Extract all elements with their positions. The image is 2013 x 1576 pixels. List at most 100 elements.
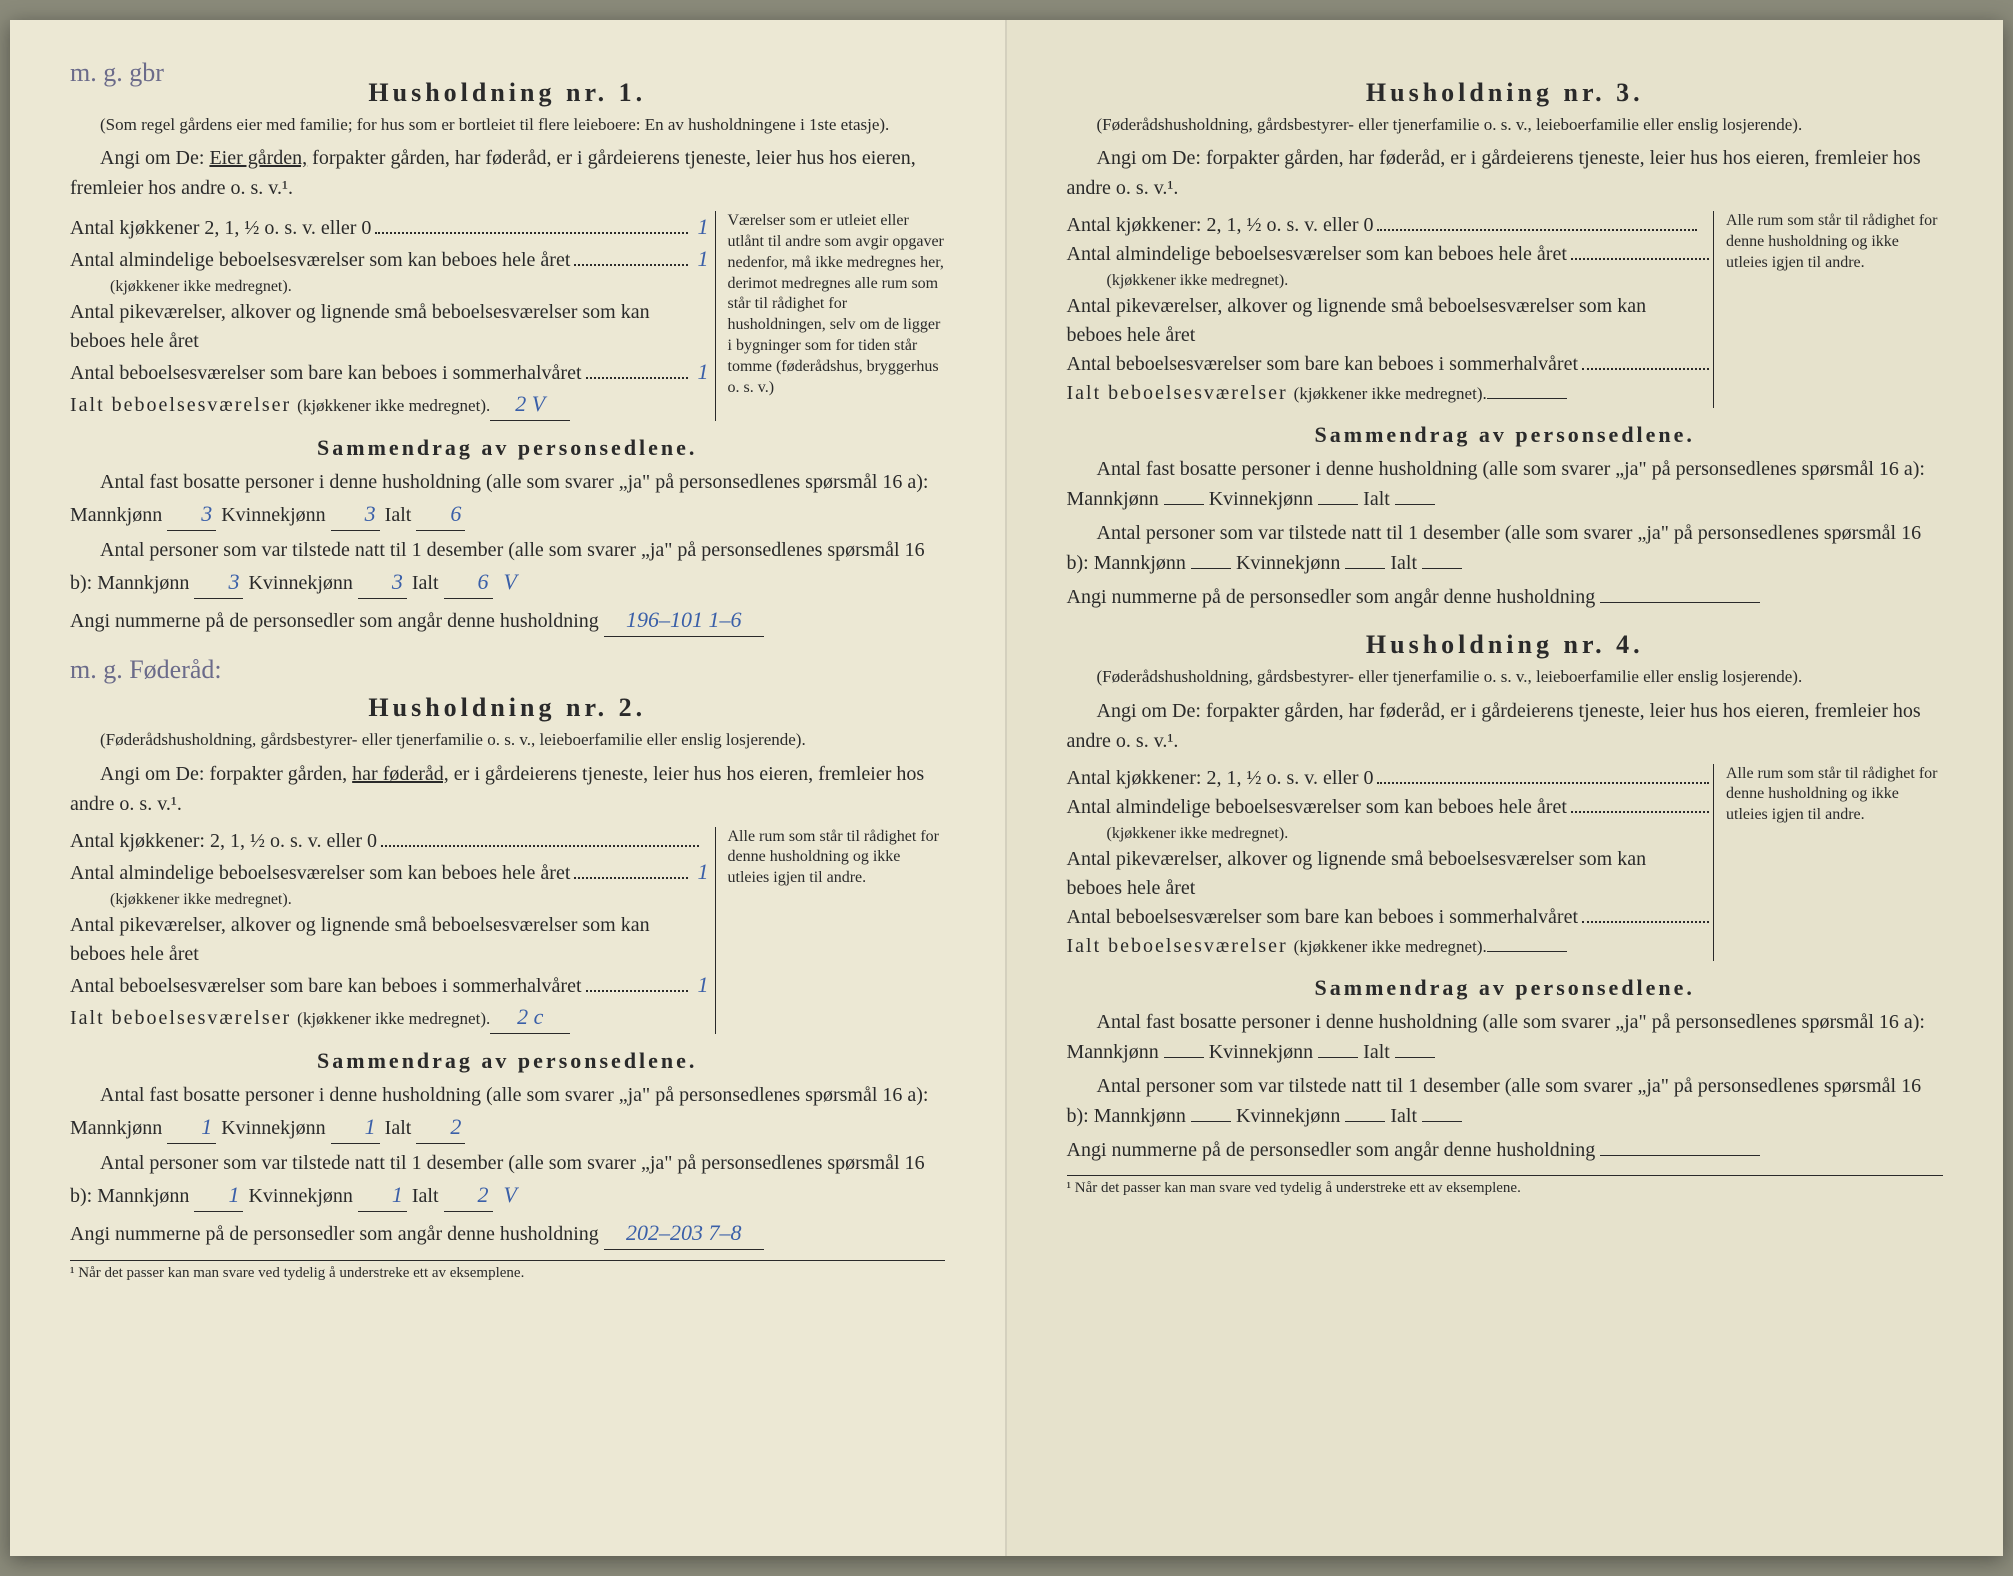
row-total: Ialt beboelsesværelser (kjøkkener ikke m… (70, 1001, 715, 1034)
paren: (kjøkkener ikke medregnet). (297, 394, 490, 419)
row-kitchens: Antal kjøkkener: 2, 1, ½ o. s. v. eller … (1067, 211, 1714, 240)
dots (1571, 793, 1709, 813)
nummer-value: 196–101 1–6 (604, 603, 764, 637)
row-maids: Antal pikeværelser, alkover og lignende … (1067, 845, 1714, 903)
mann-val (1191, 568, 1231, 569)
nummer-value (1600, 602, 1760, 603)
household-3: Husholdning nr. 3. (Føderådshusholdning,… (1067, 78, 1944, 612)
label: Antal beboelsesværelser som bare kan beb… (1067, 350, 1579, 379)
row-maids: Antal pikeværelser, alkover og lignende … (70, 298, 715, 356)
row-ordinary: Antal almindelige beboelsesværelser som … (70, 243, 715, 298)
mann-val: 3 (194, 565, 243, 599)
angi-prefix: Angi om De: (100, 763, 204, 785)
ialt-val (1395, 504, 1435, 505)
document-spread: m. g. gbr Husholdning nr. 1. (Som regel … (10, 20, 2003, 1556)
s16a-line: Antal fast bosatte personer i denne hush… (1067, 1007, 1944, 1067)
angi-prefix: Angi om De: (100, 147, 204, 169)
s16a-text: Antal fast bosatte personer i denne hush… (1097, 1011, 1926, 1033)
ialt-label: Ialt (385, 1117, 412, 1139)
pencil-annotation-2: m. g. Føderåd: (70, 655, 222, 684)
nummer-label: Angi nummerne på de personsedler som ang… (70, 610, 599, 632)
sublabel: (kjøkkener ikke medregnet). (70, 275, 715, 298)
mann-label: Mannkjønn (1094, 1105, 1186, 1127)
household-1: m. g. gbr Husholdning nr. 1. (Som regel … (70, 78, 945, 637)
pencil-annotation-1: m. g. gbr (70, 58, 164, 88)
household-2-rooms-block: Antal kjøkkener: 2, 1, ½ o. s. v. eller … (70, 827, 945, 1034)
summary-title-3: Sammendrag av personsedlene. (1067, 422, 1944, 448)
mann-val (1164, 1057, 1204, 1058)
label: Antal almindelige beboelsesværelser som … (70, 859, 570, 888)
value: 1 (692, 243, 715, 275)
side-note-2: Alle rum som står til rådighet for denne… (715, 827, 945, 1034)
side-note-4: Alle rum som står til rådighet for denne… (1713, 764, 1943, 961)
s16a-text: Antal fast bosatte personer i denne hush… (100, 471, 929, 493)
mann-label: Mannkjønn (1067, 1041, 1159, 1063)
summary-title-4: Sammendrag av personsedlene. (1067, 975, 1944, 1001)
label: Ialt beboelsesværelser (70, 1004, 291, 1033)
mann-val: 1 (167, 1110, 216, 1144)
ialt-label: Ialt (1390, 1105, 1417, 1127)
kvinne-label: Kvinnekjønn (1209, 488, 1313, 510)
mann-val (1191, 1121, 1231, 1122)
row-total: Ialt beboelsesværelser (kjøkkener ikke m… (1067, 379, 1714, 408)
summary-title-2: Sammendrag av personsedlene. (70, 1048, 945, 1074)
nummer-label: Angi nummerne på de personsedler som ang… (70, 1223, 599, 1245)
ialt-val (1395, 1057, 1435, 1058)
kvinne-label: Kvinnekjønn (248, 572, 352, 594)
row-ordinary: Antal almindelige beboelsesværelser som … (1067, 240, 1714, 292)
label: Antal beboelsesværelser som bare kan beb… (70, 972, 582, 1001)
label: Antal kjøkkener: 2, 1, ½ o. s. v. eller … (1067, 764, 1374, 793)
nummer-line-4: Angi nummerne på de personsedler som ang… (1067, 1135, 1944, 1165)
label: Antal kjøkkener: 2, 1, ½ o. s. v. eller … (70, 827, 377, 856)
ialt-val: 2 (416, 1110, 465, 1144)
kvinne-val: 3 (358, 565, 407, 599)
s16b-line: Antal personer som var tilstede natt til… (70, 535, 945, 599)
sublabel: (kjøkkener ikke medregnet). (1067, 822, 1714, 845)
s16a-line: Antal fast bosatte personer i denne hush… (70, 1080, 945, 1144)
ialt-val: 6 (416, 497, 465, 531)
value (1487, 398, 1567, 399)
value: 1 (692, 969, 715, 1001)
row-total: Ialt beboelsesværelser (kjøkkener ikke m… (70, 388, 715, 421)
label: Ialt beboelsesværelser (1067, 379, 1288, 408)
s16a-text: Antal fast bosatte personer i denne hush… (100, 1084, 929, 1106)
kvinne-val (1318, 1057, 1358, 1058)
footnote-right: ¹ Når det passer kan man svare ved tydel… (1067, 1175, 1944, 1197)
row-ordinary: Antal almindelige beboelsesværelser som … (70, 856, 715, 911)
kvinne-label: Kvinnekjønn (1209, 1041, 1313, 1063)
mann-label: Mannkjønn (97, 1185, 189, 1207)
kvinne-label: Kvinnekjønn (221, 1117, 325, 1139)
rooms-left: Antal kjøkkener: 2, 1, ½ o. s. v. eller … (1067, 211, 1714, 408)
ialt-label: Ialt (1390, 552, 1417, 574)
dots (1377, 764, 1709, 784)
paren: (kjøkkener ikke medregnet). (297, 1007, 490, 1032)
value: 1 (692, 211, 715, 243)
household-3-angi: Angi om De: forpakter gården, har føderå… (1067, 143, 1944, 203)
value (1487, 951, 1567, 952)
kvinne-val: 1 (331, 1110, 380, 1144)
row-summer: Antal beboelsesværelser som bare kan beb… (70, 969, 715, 1001)
mann-val: 3 (167, 497, 216, 531)
label: Antal pikeværelser, alkover og lignende … (1067, 292, 1706, 350)
household-4-note: (Føderådshusholdning, gårdsbestyrer- ell… (1067, 666, 1944, 687)
mann-label: Mannkjønn (97, 572, 189, 594)
dots (586, 972, 688, 992)
value: 1 (692, 356, 715, 388)
s16b-line: Antal personer som var tilstede natt til… (1067, 1071, 1944, 1131)
nummer-value (1600, 1155, 1760, 1156)
kvinne-label: Kvinnekjønn (221, 504, 325, 526)
ialt-label: Ialt (385, 504, 412, 526)
kvinne-val: 1 (358, 1178, 407, 1212)
household-3-note: (Føderådshusholdning, gårdsbestyrer- ell… (1067, 114, 1944, 135)
label: Ialt beboelsesværelser (1067, 932, 1288, 961)
side-note-1: Værelser som er utleiet eller utlånt til… (715, 211, 945, 421)
label: Antal pikeværelser, alkover og lignende … (1067, 845, 1706, 903)
label: Antal almindelige beboelsesværelser som … (70, 246, 570, 275)
dots (574, 246, 687, 266)
footnote-left: ¹ Når det passer kan man svare ved tydel… (70, 1260, 945, 1282)
dots (1377, 211, 1697, 231)
household-4-title: Husholdning nr. 4. (1067, 630, 1944, 660)
s16a-line: Antal fast bosatte personer i denne hush… (70, 467, 945, 531)
mann-val (1164, 504, 1204, 505)
label: Antal almindelige beboelsesværelser som … (1067, 793, 1567, 822)
